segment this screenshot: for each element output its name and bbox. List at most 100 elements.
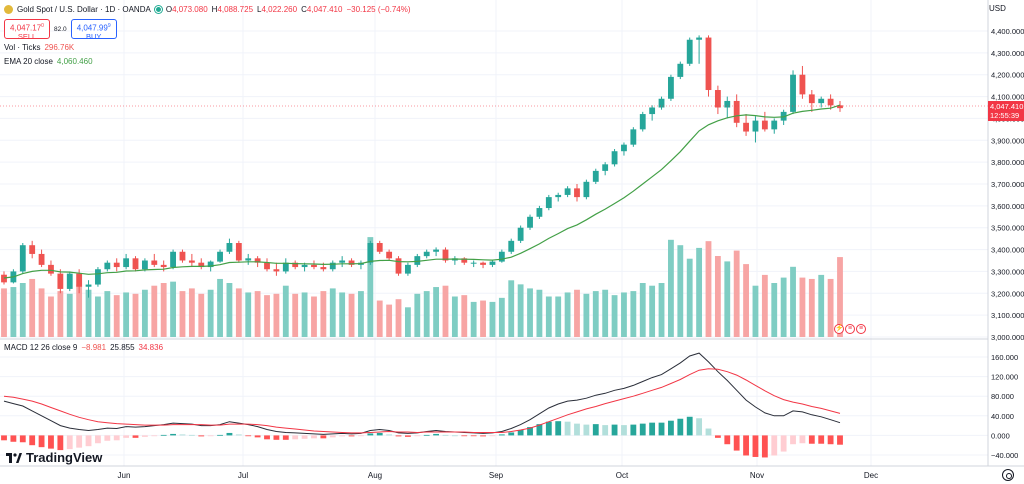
spread-value: 82.0 — [54, 25, 67, 33]
macd-hist-bar — [151, 435, 158, 437]
price-axis: 4,400.0004,300.0004,200.0004,100.0004,00… — [991, 27, 1024, 342]
macd-hist-bar — [621, 425, 627, 436]
volume-bar — [188, 288, 195, 337]
currency-label[interactable]: USD — [989, 4, 1006, 13]
volume-bar — [367, 237, 374, 337]
volume-bar — [696, 247, 703, 337]
time-tick-label: Dec — [864, 471, 878, 480]
us-flag-icon-2[interactable]: ≡ — [856, 324, 866, 334]
candle — [470, 260, 477, 268]
volume-legend[interactable]: Vol · Ticks 296.76K — [4, 42, 411, 53]
macd-legend[interactable]: MACD 12 26 close 9 −8.981 25.855 34.836 — [4, 343, 163, 352]
macd-hist-bar — [386, 434, 393, 436]
macd-hist-bar — [170, 433, 176, 436]
macd-hist-bar — [602, 425, 609, 436]
volume-bar — [404, 307, 411, 337]
candle-body — [743, 122, 749, 132]
candle-body — [827, 98, 834, 106]
macd-hist-bar — [780, 435, 787, 452]
macd-hist-bar — [273, 435, 280, 440]
macd-hist-bar — [217, 434, 223, 436]
macd-hist-bar — [461, 435, 468, 437]
candle-body — [574, 188, 580, 198]
chart-legend: Gold Spot / U.S. Dollar · 1D · OANDA O 4,… — [4, 4, 411, 67]
ema-value: 4,060.460 — [56, 57, 93, 66]
ema-label: EMA 20 close — [4, 57, 53, 66]
volume-bar — [414, 293, 421, 337]
candle — [658, 96, 665, 110]
macd-tick-label: 80.000 — [991, 392, 1014, 401]
candle-body — [423, 251, 430, 257]
volume-bar — [85, 289, 92, 337]
volume-bar — [48, 296, 54, 337]
candle-body — [489, 261, 496, 265]
macd-value: 25.855 — [110, 343, 135, 352]
sell-button[interactable]: 4,047.170 SELL — [4, 19, 50, 40]
volume-bar — [451, 296, 458, 337]
volume-bar — [76, 284, 83, 337]
macd-hist-bar — [433, 433, 440, 436]
volume-bar — [489, 301, 496, 337]
event-markers[interactable]: ⚡ ≡ ≡ — [834, 324, 866, 334]
buy-button[interactable]: 4,047.999 BUY — [70, 19, 117, 41]
candle — [592, 168, 599, 184]
candle — [837, 100, 843, 112]
candle — [442, 247, 449, 263]
candle-body — [141, 260, 148, 270]
volume-bar — [348, 293, 355, 337]
candle-body — [461, 258, 468, 263]
candle-body — [527, 216, 533, 228]
ema-legend[interactable]: EMA 20 close 4,060.460 — [4, 56, 411, 67]
volume-bar — [235, 288, 242, 337]
volume-bar — [602, 289, 609, 337]
volume-label: Vol · Ticks — [4, 43, 41, 52]
us-flag-icon[interactable]: ≡ — [845, 324, 855, 334]
buy-price: 4,047.99 — [76, 23, 108, 33]
macd-hist-bar — [198, 435, 205, 437]
high-value: 4,088.725 — [217, 5, 254, 14]
candle-body — [273, 269, 280, 272]
price-tick-label: 3,900.000 — [991, 136, 1024, 145]
candle-body — [508, 240, 515, 252]
candle — [527, 214, 533, 230]
candle — [48, 260, 54, 276]
candle — [696, 35, 703, 64]
candle — [264, 258, 270, 272]
change-value: −30.125 (−0.74%) — [346, 5, 411, 14]
open-value: 4,073.080 — [172, 5, 208, 14]
tradingview-logo[interactable]: TradingView — [6, 450, 102, 465]
macd-hist-bar — [395, 435, 402, 437]
candle-body — [714, 90, 721, 108]
macd-hist-bar — [329, 435, 336, 438]
buy-label: BUY — [85, 31, 102, 41]
macd-tick-label: −40.000 — [991, 451, 1018, 460]
macd-hist-bar — [536, 424, 543, 436]
candle-body — [19, 245, 26, 272]
lightning-icon[interactable]: ⚡ — [834, 324, 844, 334]
candle — [536, 205, 543, 219]
volume-bar — [198, 293, 205, 337]
volume-bar — [376, 300, 383, 337]
candle — [752, 116, 759, 143]
candle-body — [348, 260, 355, 265]
gear-icon[interactable] — [1002, 469, 1014, 481]
volume-bar — [668, 239, 674, 337]
volume-bar — [151, 285, 158, 337]
volume-bar — [433, 287, 440, 337]
volume-bar — [141, 289, 148, 337]
volume-bar — [470, 301, 477, 337]
candle — [198, 258, 205, 270]
macd-hist-bar — [160, 434, 167, 436]
macd-tick-label: 120.000 — [991, 373, 1018, 382]
candle — [799, 65, 806, 99]
macd-hist-value: −8.981 — [81, 343, 107, 352]
candle — [29, 240, 36, 259]
symbol-title[interactable]: Gold Spot / U.S. Dollar · 1D · OANDA — [17, 5, 151, 14]
candle-body — [376, 243, 383, 252]
candle-body — [226, 243, 233, 252]
volume-bar — [339, 292, 346, 337]
candle — [113, 258, 120, 272]
candle — [57, 269, 64, 294]
candle-body — [555, 194, 562, 198]
